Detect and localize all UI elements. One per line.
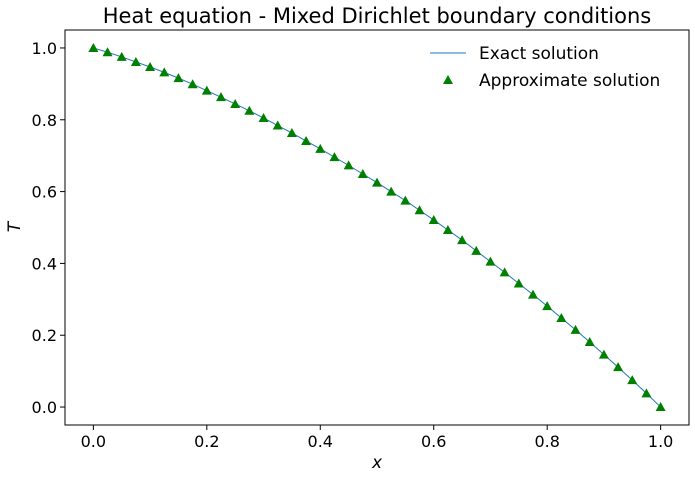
data-point-marker: [400, 195, 411, 205]
data-point-marker: [244, 105, 255, 115]
data-point-marker: [471, 245, 482, 255]
data-point-marker: [457, 235, 468, 245]
data-point-marker: [88, 42, 99, 52]
data-point-marker: [201, 85, 212, 95]
x-tick-label: 0.2: [194, 432, 219, 451]
data-point-marker: [343, 160, 354, 170]
data-point-marker: [258, 112, 269, 122]
data-point-marker: [627, 375, 638, 385]
legend: Exact solution Approximate solution: [430, 44, 660, 91]
y-tick-label: 0.0: [32, 398, 57, 417]
data-point-marker: [159, 67, 170, 77]
data-point-marker: [386, 186, 397, 196]
data-point-marker: [513, 278, 524, 288]
data-point-marker: [655, 402, 666, 412]
data-point-marker: [230, 98, 241, 108]
legend-label: Approximate solution: [479, 71, 660, 91]
data-point-marker: [485, 256, 496, 266]
data-point-marker: [145, 61, 156, 71]
data-point-marker: [499, 267, 510, 277]
data-point-marker: [301, 135, 312, 145]
data-point-marker: [173, 73, 184, 83]
data-point-marker: [116, 51, 127, 61]
data-point-marker: [329, 152, 340, 162]
data-point-marker: [584, 337, 595, 347]
data-point-marker: [428, 214, 439, 224]
chart-title: Heat equation - Mixed Dirichlet boundary…: [103, 4, 652, 28]
axes-frame: [64, 29, 690, 426]
x-axis-label: x: [371, 453, 383, 473]
y-axis-label: T: [5, 220, 25, 232]
data-point-marker: [613, 362, 624, 372]
data-point-marker: [216, 92, 226, 102]
data-point-marker: [102, 47, 113, 57]
data-point-marker: [542, 301, 553, 311]
y-tick-label: 0.6: [32, 183, 57, 202]
data-point-marker: [272, 120, 283, 130]
x-tick-label: 0.6: [421, 432, 446, 451]
x-tick-label: 0.0: [81, 432, 106, 451]
data-point-marker: [130, 56, 141, 66]
y-tick-label: 0.4: [32, 254, 57, 273]
data-point-marker: [570, 324, 581, 334]
y-tick-label: 0.8: [32, 111, 57, 130]
y-tick-label: 1.0: [32, 39, 57, 58]
x-tick-label: 1.0: [648, 432, 673, 451]
y-tick-label: 0.2: [32, 326, 57, 345]
x-tick-label: 0.8: [534, 432, 559, 451]
legend-label: Exact solution: [479, 44, 599, 64]
data-point-marker: [598, 349, 609, 359]
axes: 0.0 0.2 0.4 0.6 0.8 1.0 0.0 0.2 0.4 0.6 0.8 1.0: [32, 29, 690, 451]
plot-area: [88, 42, 666, 412]
data-point-marker: [414, 205, 425, 215]
data-point-marker: [556, 312, 567, 322]
data-point-marker: [315, 143, 326, 153]
data-point-marker: [187, 79, 198, 89]
data-point-marker: [641, 388, 652, 398]
data-point-marker: [528, 289, 538, 299]
legend-swatch-marker: [443, 75, 453, 84]
data-point-marker: [357, 168, 368, 178]
data-point-marker: [442, 225, 453, 235]
data-point-marker: [286, 128, 297, 138]
x-tick-label: 0.4: [308, 432, 333, 451]
data-point-marker: [372, 177, 382, 187]
